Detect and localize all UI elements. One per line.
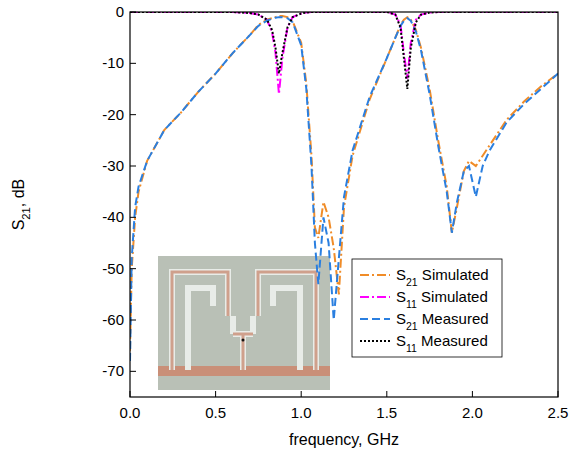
y-axis-title: S21, dB bbox=[10, 179, 32, 231]
legend-label: S11 Simulated bbox=[396, 288, 488, 310]
y-tick bbox=[130, 268, 136, 269]
y-tick-label: -50 bbox=[102, 260, 124, 277]
x-tick-label: 1.0 bbox=[291, 404, 312, 421]
x-tick bbox=[215, 391, 216, 397]
y-tick bbox=[130, 320, 136, 321]
y-tick-label: -30 bbox=[102, 157, 124, 174]
frame bbox=[130, 12, 558, 397]
x-tick-label: 2.5 bbox=[548, 404, 569, 421]
x-tick bbox=[301, 391, 302, 397]
y-tick bbox=[130, 12, 136, 13]
x-tick-label: 0.5 bbox=[205, 404, 226, 421]
legend-swatch bbox=[360, 318, 390, 320]
x-tick-label: 0.0 bbox=[120, 404, 141, 421]
y-tick bbox=[130, 166, 136, 167]
legend-label: S21 Simulated bbox=[396, 266, 489, 288]
y-tick bbox=[130, 371, 136, 372]
y-tick-label: -40 bbox=[102, 208, 124, 225]
series-line bbox=[130, 12, 558, 94]
photo-gap bbox=[172, 272, 316, 370]
x-tick bbox=[472, 391, 473, 397]
legend-label: S21 Measured bbox=[396, 310, 489, 332]
x-tick-label: 1.5 bbox=[376, 404, 397, 421]
y-tick bbox=[130, 114, 136, 115]
legend: S21 SimulatedS11 SimulatedS21 MeasuredS1… bbox=[352, 259, 502, 357]
y-tick-label: -20 bbox=[102, 106, 124, 123]
inset-photo bbox=[158, 256, 330, 390]
chart: 0.0 0.5 1.0 1.5 2.0 2.5 -70 -60 -50 -40 -30 -20 -10 0… bbox=[0, 0, 580, 461]
photo-ground bbox=[158, 256, 330, 390]
y-tick-label: 0 bbox=[116, 3, 124, 20]
x-tick bbox=[386, 391, 387, 397]
series-line bbox=[130, 17, 558, 361]
y-tick-label: -60 bbox=[102, 311, 124, 328]
legend-swatch bbox=[360, 340, 390, 342]
legend-box bbox=[352, 259, 502, 357]
y-tick-label: -10 bbox=[102, 54, 124, 71]
y-tick bbox=[130, 217, 136, 218]
x-axis-title: frequency, GHz bbox=[289, 431, 399, 448]
x-tick bbox=[130, 391, 131, 397]
plot-area bbox=[130, 12, 558, 361]
x-tick-label: 2.0 bbox=[462, 404, 483, 421]
legend-swatch bbox=[360, 274, 390, 276]
legend-swatch bbox=[360, 296, 390, 298]
y-tick-label: -70 bbox=[102, 362, 124, 379]
legend-label: S11 Measured bbox=[396, 332, 488, 354]
photo-via bbox=[242, 339, 245, 342]
x-tick bbox=[558, 391, 559, 397]
y-tick bbox=[130, 63, 136, 64]
series-line bbox=[130, 12, 558, 89]
photo-line bbox=[172, 272, 316, 370]
